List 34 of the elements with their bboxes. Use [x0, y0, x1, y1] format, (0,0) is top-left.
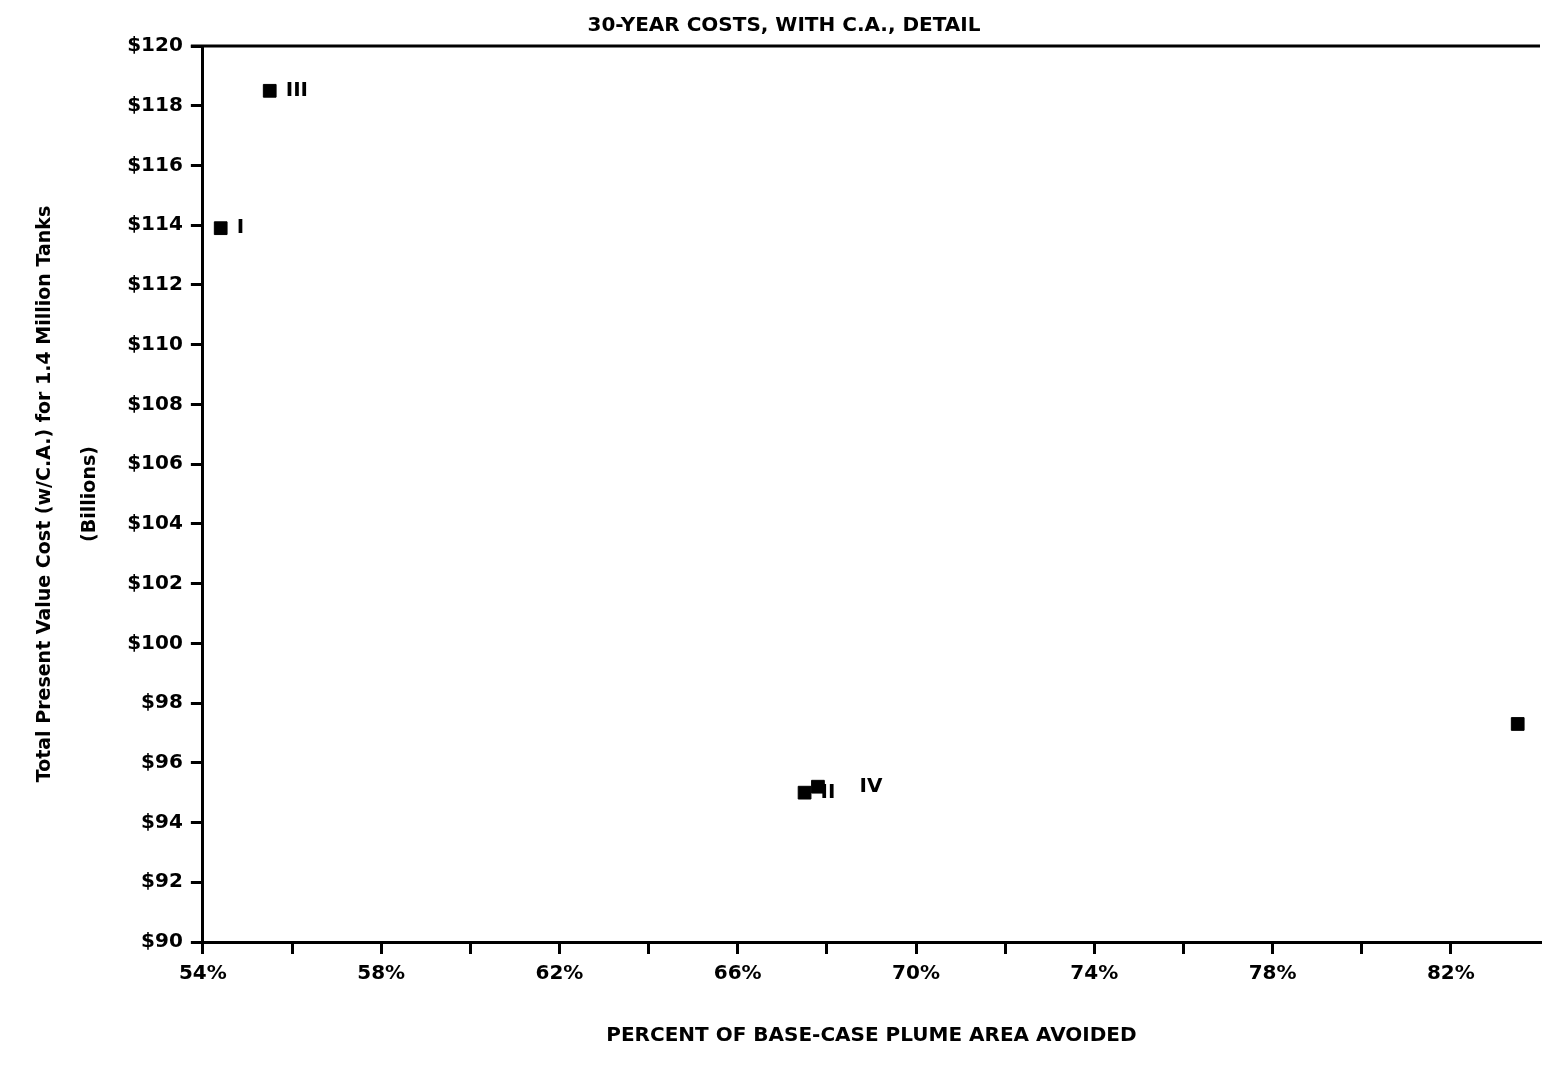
y-tick-label: $106	[127, 450, 183, 475]
x-tick-label: 54%	[178, 960, 227, 985]
y-tick-label: $112	[127, 271, 183, 296]
y-tick-label: $94	[141, 808, 183, 833]
y-tick-label: $110	[127, 330, 183, 355]
x-tick-label: 82%	[1426, 960, 1475, 985]
annotation: III	[285, 77, 309, 101]
x-tick-label: 58%	[357, 960, 406, 985]
x-tick-label: 74%	[1070, 960, 1119, 985]
x-axis-title: PERCENT OF BASE-CASE PLUME AREA AVOIDED	[606, 1022, 1137, 1047]
y-tick-label: $104	[127, 510, 183, 535]
point	[1510, 717, 1525, 731]
y-tick-label: $96	[141, 749, 183, 773]
y-tick-label: $120	[127, 32, 183, 57]
y-tick-label: $100	[127, 629, 183, 654]
text: Total Present Value Cost (w/C.A.) for 1.4 Million Tanks (Billions)	[31, 205, 100, 783]
y-tick-label: $108	[127, 390, 183, 415]
y-tick-label: $90	[141, 928, 183, 953]
chart-title: 30-YEAR COSTS, WITH C.A., DETAIL	[587, 12, 981, 37]
y-tick-label: $98	[141, 689, 183, 714]
point	[262, 83, 277, 98]
point	[797, 785, 812, 800]
point	[213, 221, 228, 236]
x-tick-label: 62%	[535, 960, 584, 985]
x-tick-label: 66%	[713, 960, 762, 985]
y-tick-label: $118	[127, 91, 183, 116]
x-tick-label: 70%	[892, 960, 940, 985]
y-tick-label: $116	[127, 151, 183, 176]
y-tick-label: $102	[127, 569, 183, 594]
annotation: I	[236, 214, 245, 239]
annotation: IV	[859, 772, 883, 797]
x-tick-label: 78%	[1248, 960, 1297, 985]
y-tick-label: $92	[141, 868, 183, 893]
y-tick-label: $114	[127, 211, 183, 236]
